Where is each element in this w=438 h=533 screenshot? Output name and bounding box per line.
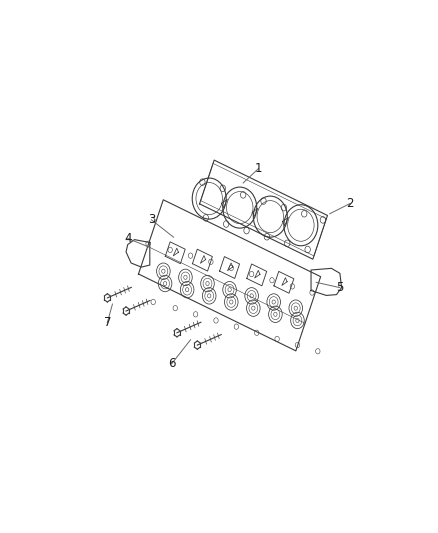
Text: 4: 4 bbox=[124, 232, 131, 245]
Text: 3: 3 bbox=[148, 213, 155, 227]
Text: 7: 7 bbox=[104, 316, 111, 329]
Text: 5: 5 bbox=[336, 281, 343, 294]
Text: 1: 1 bbox=[254, 162, 262, 175]
Text: 6: 6 bbox=[168, 357, 176, 370]
Text: 2: 2 bbox=[346, 197, 354, 210]
